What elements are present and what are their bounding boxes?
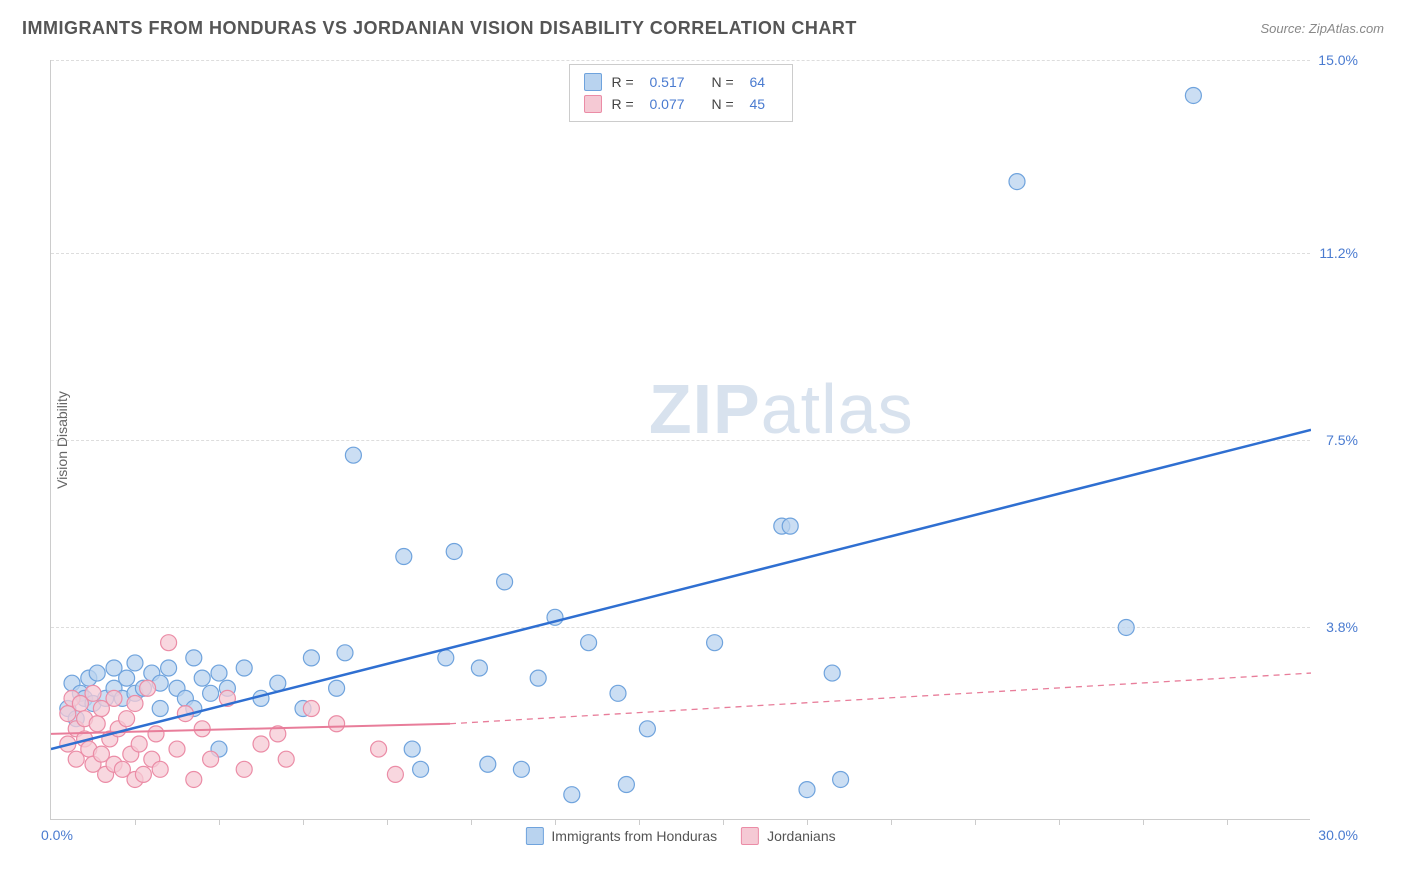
plot-box: ZIPatlas 3.8%7.5%11.2%15.0% R = 0.517 N … [50, 60, 1310, 820]
legend-n-val-2: 45 [750, 96, 778, 112]
legend-bottom: Immigrants from Honduras Jordanians [525, 827, 835, 845]
chart-title: IMMIGRANTS FROM HONDURAS VS JORDANIAN VI… [22, 18, 857, 39]
y-tick-label: 15.0% [1318, 52, 1358, 68]
x-min-label: 0.0% [41, 827, 73, 843]
legend-r-val-2: 0.077 [650, 96, 702, 112]
y-tick-label: 3.8% [1326, 619, 1358, 635]
legend-bottom-jordanians: Jordanians [741, 827, 836, 845]
chart-area: ZIPatlas 3.8%7.5%11.2%15.0% R = 0.517 N … [50, 60, 1350, 830]
swatch-blue-bottom [525, 827, 543, 845]
legend-r-label-1: R = [612, 74, 640, 90]
legend-correlation-box: R = 0.517 N = 64 R = 0.077 N = 45 [569, 64, 793, 122]
legend-bottom-label-1: Immigrants from Honduras [551, 828, 717, 844]
swatch-pink [584, 95, 602, 113]
legend-r-val-1: 0.517 [650, 74, 702, 90]
chart-header: IMMIGRANTS FROM HONDURAS VS JORDANIAN VI… [22, 18, 1384, 39]
scatter-plot-svg [51, 60, 1311, 820]
legend-r-label-2: R = [612, 96, 640, 112]
swatch-blue [584, 73, 602, 91]
legend-bottom-label-2: Jordanians [767, 828, 836, 844]
legend-n-val-1: 64 [750, 74, 778, 90]
chart-source: Source: ZipAtlas.com [1260, 21, 1384, 36]
legend-n-label-1: N = [712, 74, 740, 90]
legend-row-jordanians: R = 0.077 N = 45 [584, 93, 778, 115]
legend-row-honduras: R = 0.517 N = 64 [584, 71, 778, 93]
swatch-pink-bottom [741, 827, 759, 845]
legend-n-label-2: N = [712, 96, 740, 112]
x-max-label: 30.0% [1318, 827, 1358, 843]
y-tick-label: 7.5% [1326, 432, 1358, 448]
y-tick-label: 11.2% [1319, 245, 1358, 261]
trend-lines [51, 430, 1311, 749]
legend-bottom-honduras: Immigrants from Honduras [525, 827, 717, 845]
